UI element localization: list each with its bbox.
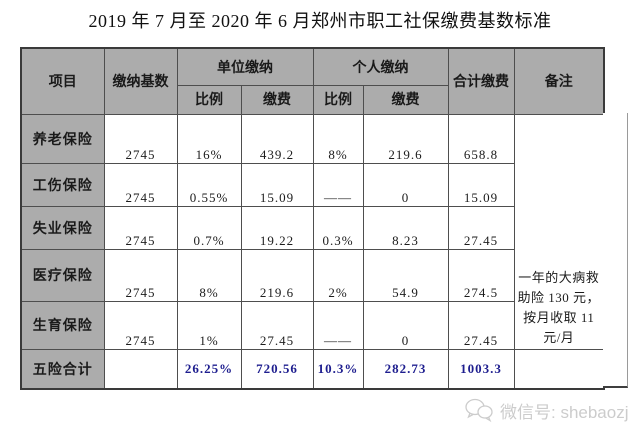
cell-total: 27.45	[447, 205, 515, 250]
cell-personal-ratio: ——	[312, 162, 364, 207]
cell-employer-pay: 219.6	[240, 248, 314, 302]
cell-base: 2745	[103, 205, 178, 250]
social-insurance-table: 项目 缴纳基数 单位缴纳 个人缴纳 合计缴费 备注 比例 缴费 比例 缴费 养老…	[20, 47, 605, 390]
row-label: 失业保险	[20, 205, 105, 250]
row-label-totals: 五险合计	[20, 348, 105, 390]
column-header-personal-pay: 缴费	[362, 84, 449, 115]
cell-personal-ratio: 8%	[312, 113, 364, 164]
cell-personal-pay: 54.9	[362, 248, 449, 302]
cell-base: 2745	[103, 162, 178, 207]
cell-employer-pay: 15.09	[240, 162, 314, 207]
cell-total-employer-pay: 720.56	[240, 348, 314, 390]
column-header-employer-ratio: 比例	[176, 84, 242, 115]
cell-total-personal-ratio: 10.3%	[312, 348, 364, 390]
cell-total-personal-pay: 282.73	[362, 348, 449, 390]
table-row-pension: 养老保险 2745 16% 439.2 8% 219.6 658.8 一年的大病…	[20, 113, 605, 350]
column-header-payment-base: 缴纳基数	[103, 47, 178, 115]
cell-base: 2745	[103, 113, 178, 164]
empty-side-column	[603, 113, 628, 388]
cell-personal-pay: 0	[362, 162, 449, 207]
wechat-label: 微信号: shebaozj	[500, 402, 629, 422]
cell-personal-pay: 219.6	[362, 113, 449, 164]
header-row-1: 项目 缴纳基数 单位缴纳 个人缴纳 合计缴费 备注	[20, 47, 605, 115]
cell-grand-total: 1003.3	[447, 348, 515, 390]
cell-employer-pay: 27.45	[240, 300, 314, 350]
page-title: 2019 年 7 月至 2020 年 6 月郑州市职工社保缴费基数标准	[88, 11, 552, 31]
cell-employer-pay: 19.22	[240, 205, 314, 250]
cell-remark-empty	[513, 348, 605, 390]
column-header-item: 项目	[20, 47, 105, 115]
table-row-totals: 五险合计 26.25% 720.56 10.3% 282.73 1003.3	[20, 348, 605, 390]
wechat-icon	[464, 397, 494, 423]
row-label: 工伤保险	[20, 162, 105, 207]
cell-total-employer-ratio: 26.25%	[176, 348, 242, 390]
cell-personal-ratio: 2%	[312, 248, 364, 302]
cell-base: 2745	[103, 248, 178, 302]
table-row-medical: 医疗保险 2745 8% 219.6 2% 54.9 274.5	[20, 248, 604, 302]
wechat-watermark: 微信号: shebaozj	[464, 397, 629, 423]
row-label: 养老保险	[20, 113, 105, 164]
cell-personal-pay: 0	[362, 300, 449, 350]
column-header-total-payment: 合计缴费	[447, 47, 515, 115]
header-row-2: 比例 缴费 比例 缴费	[21, 84, 604, 115]
row-label: 医疗保险	[20, 248, 105, 302]
cell-total: 15.09	[447, 162, 515, 207]
column-header-personal-ratio: 比例	[312, 84, 364, 115]
column-header-employer-pay: 缴费	[240, 84, 314, 115]
row-label: 生育保险	[20, 300, 105, 350]
remark-note-cell: 一年的大病救助险 130 元，按月收取 11 元/月	[513, 113, 605, 350]
cell-total: 658.8	[447, 113, 515, 164]
cell-employer-ratio: 1%	[176, 300, 242, 350]
cell-base: 2745	[103, 300, 178, 350]
cell-total: 274.5	[447, 248, 515, 302]
cell-employer-ratio: 8%	[176, 248, 242, 302]
column-group-employer: 单位缴纳	[176, 47, 314, 86]
cell-base-empty	[103, 348, 178, 390]
cell-personal-ratio: ——	[312, 300, 364, 350]
column-header-remark: 备注	[513, 47, 605, 115]
cell-employer-pay: 439.2	[240, 113, 314, 164]
cell-employer-ratio: 0.55%	[176, 162, 242, 207]
cell-employer-ratio: 16%	[176, 113, 242, 164]
cell-employer-ratio: 0.7%	[176, 205, 242, 250]
cell-personal-ratio: 0.3%	[312, 205, 364, 250]
column-group-personal: 个人缴纳	[312, 47, 449, 86]
cell-personal-pay: 8.23	[362, 205, 449, 250]
cell-total: 27.45	[447, 300, 515, 350]
